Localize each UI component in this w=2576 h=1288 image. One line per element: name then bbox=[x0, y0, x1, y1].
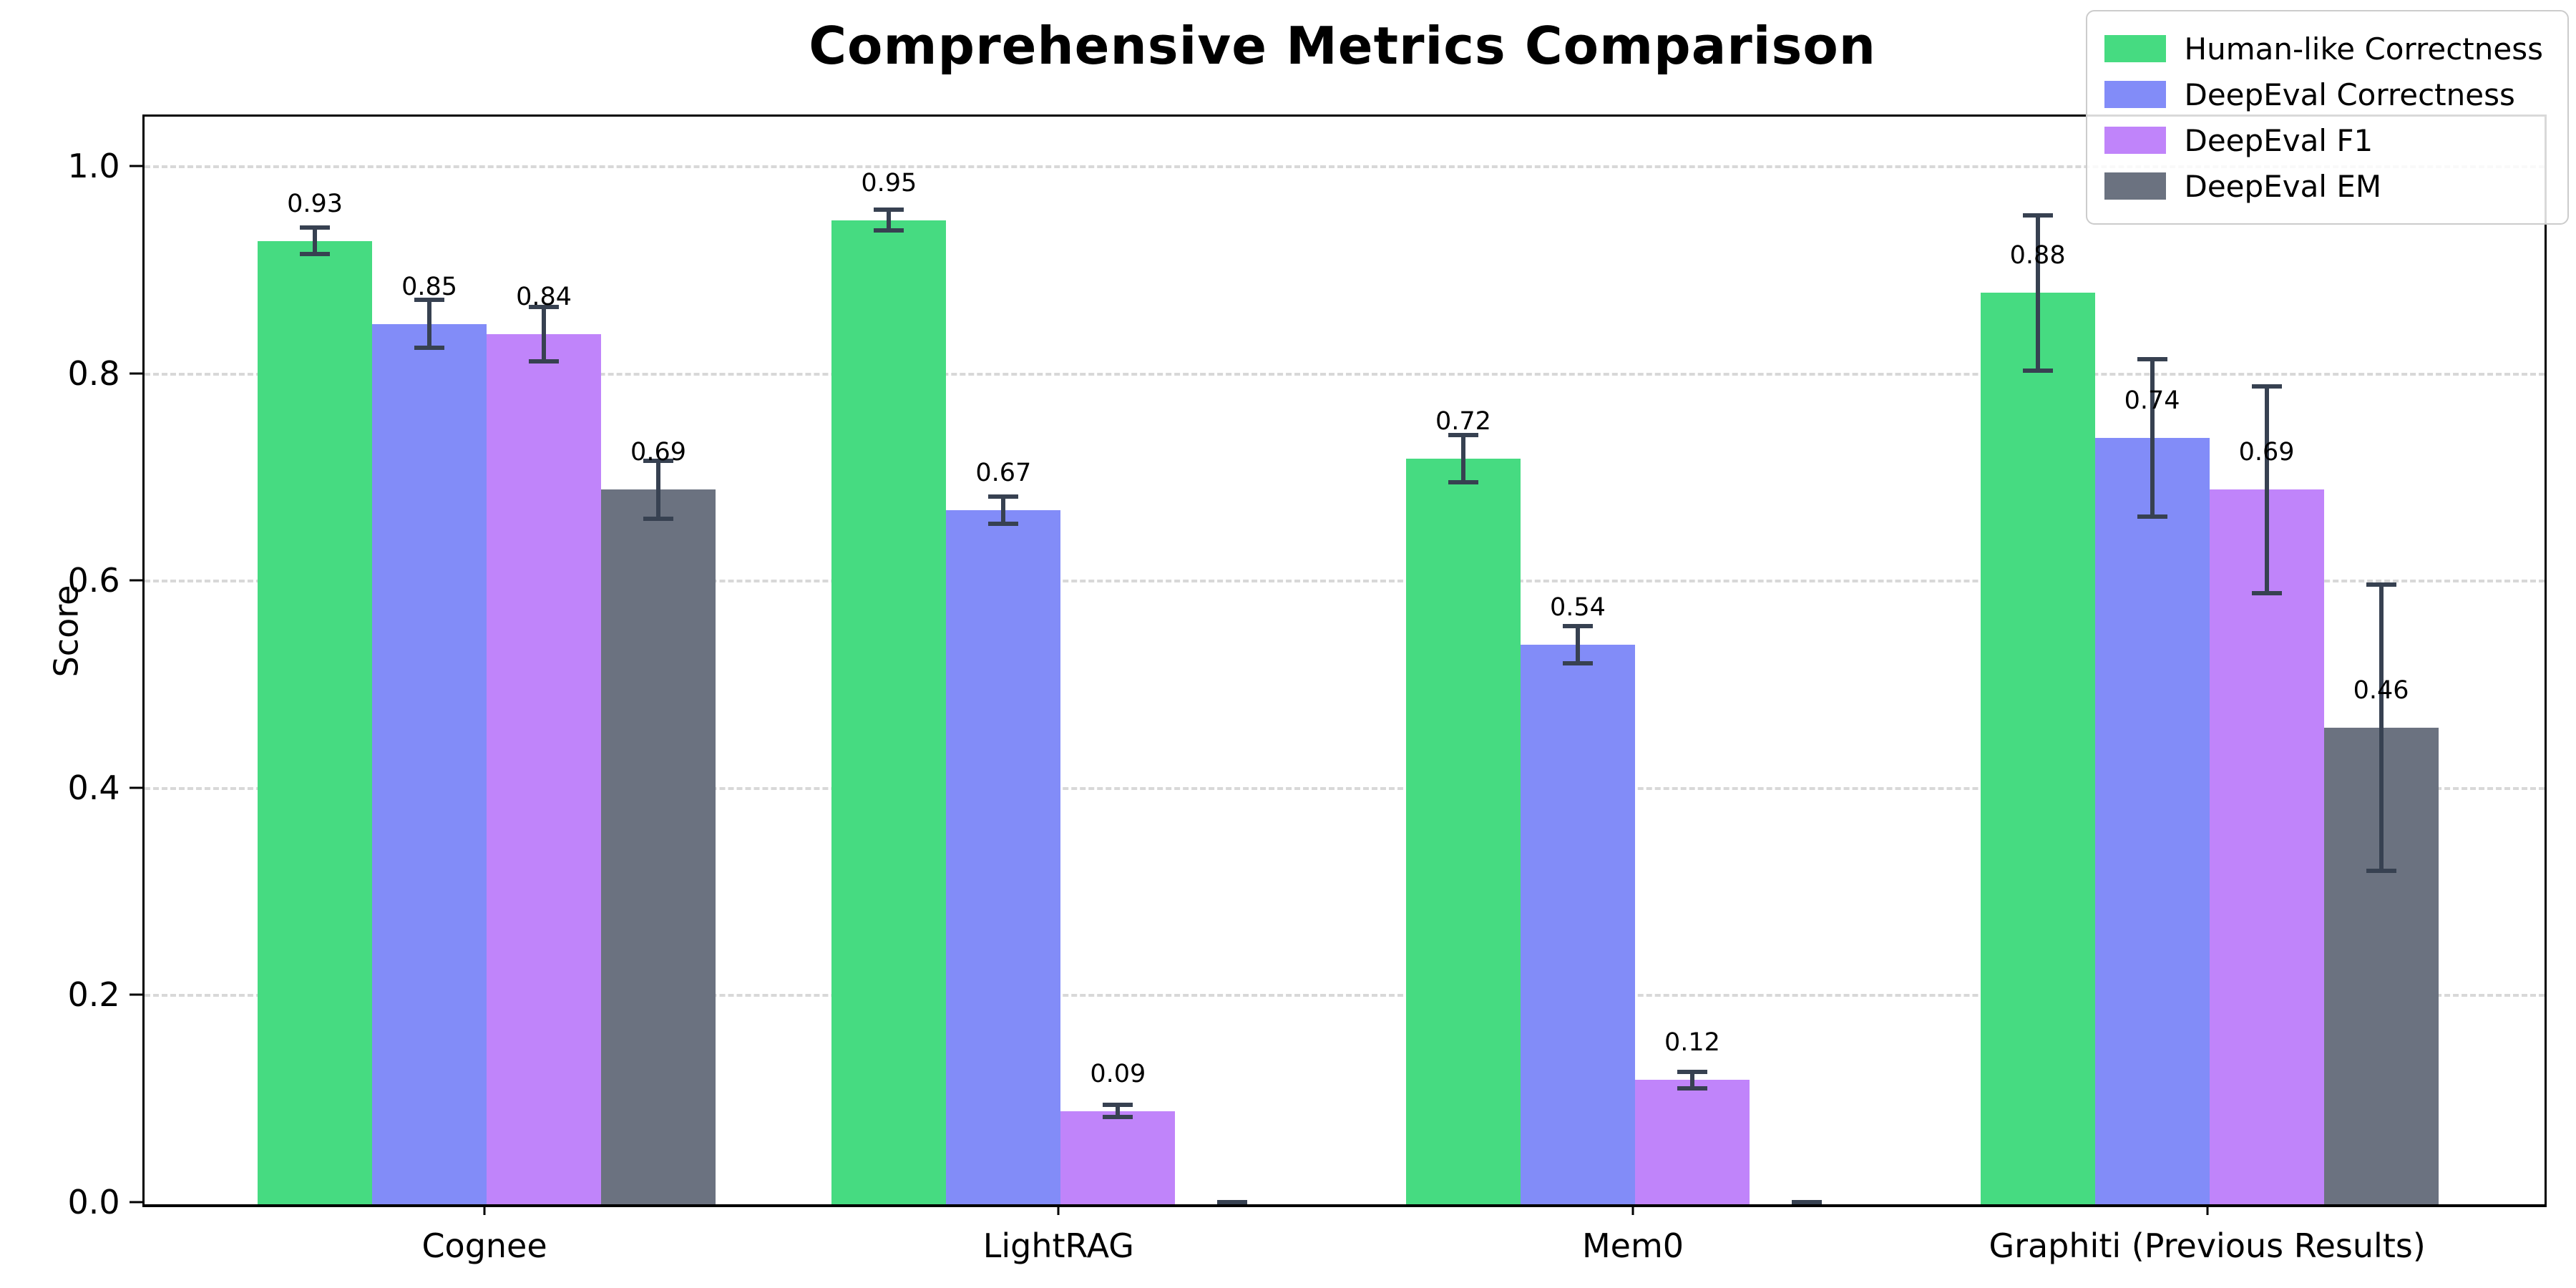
chart-title: Comprehensive Metrics Comparison bbox=[809, 16, 1877, 76]
bar bbox=[2209, 489, 2324, 1204]
value-label: 0.88 bbox=[2009, 241, 2066, 270]
error-bar bbox=[1448, 432, 1478, 484]
y-axis-tick bbox=[130, 1201, 143, 1204]
legend: Human-like Correctness DeepEval Correctne… bbox=[2085, 10, 2569, 225]
error-bar bbox=[1217, 1199, 1248, 1205]
gridline bbox=[145, 165, 2545, 169]
gridline bbox=[145, 786, 2545, 790]
error-bar bbox=[1677, 1069, 1707, 1091]
legend-label: Human-like Correctness bbox=[2184, 31, 2544, 67]
error-bar bbox=[643, 458, 674, 521]
legend-label: DeepEval Correctness bbox=[2184, 77, 2515, 112]
error-bar bbox=[874, 208, 904, 233]
y-tick-label: 0.2 bbox=[67, 975, 120, 1015]
value-label: 0.72 bbox=[1435, 406, 1491, 436]
error-bar bbox=[2366, 582, 2396, 873]
x-tick-label: Cognee bbox=[421, 1226, 547, 1265]
legend-item: DeepEval EM bbox=[2104, 163, 2544, 209]
bar bbox=[601, 489, 716, 1204]
gridline bbox=[145, 580, 2545, 583]
x-axis-tick bbox=[2206, 1201, 2209, 1215]
value-label: 0.95 bbox=[861, 168, 917, 197]
bar bbox=[1405, 458, 1521, 1204]
value-label: 0.46 bbox=[2353, 676, 2409, 706]
x-axis-tick bbox=[1631, 1201, 1634, 1215]
error-bar bbox=[529, 305, 560, 364]
legend-label: DeepEval EM bbox=[2184, 168, 2382, 204]
bar bbox=[1520, 645, 1635, 1204]
x-axis-tick bbox=[1057, 1201, 1060, 1215]
value-label: 0.69 bbox=[630, 438, 686, 467]
bar bbox=[831, 220, 947, 1204]
y-axis-tick bbox=[130, 579, 143, 582]
value-label: 0.74 bbox=[2124, 386, 2180, 415]
y-tick-label: 0.6 bbox=[67, 561, 120, 600]
bar bbox=[1634, 1080, 1750, 1204]
error-bar bbox=[414, 298, 445, 350]
legend-item: DeepEval F1 bbox=[2104, 117, 2544, 163]
bar bbox=[946, 510, 1061, 1204]
value-label: 0.09 bbox=[1090, 1059, 1146, 1088]
bar bbox=[1060, 1111, 1176, 1204]
value-label: 0.69 bbox=[2238, 438, 2295, 467]
bar bbox=[372, 323, 487, 1204]
legend-swatch bbox=[2104, 81, 2166, 108]
bar bbox=[1980, 293, 2095, 1204]
bar bbox=[258, 240, 373, 1204]
x-tick-label: Mem0 bbox=[1581, 1226, 1684, 1265]
y-axis-tick bbox=[130, 786, 143, 789]
y-tick-label: 1.0 bbox=[67, 147, 120, 186]
legend-label: DeepEval F1 bbox=[2184, 122, 2373, 158]
legend-swatch bbox=[2104, 127, 2166, 154]
value-label: 0.93 bbox=[287, 189, 343, 218]
x-tick-label: LightRAG bbox=[982, 1226, 1134, 1265]
gridline bbox=[145, 372, 2545, 376]
value-label: 0.54 bbox=[1550, 593, 1606, 623]
legend-swatch bbox=[2104, 172, 2166, 200]
bar bbox=[2094, 437, 2210, 1204]
plot-area: 0.93 0.95 0.72 0.88 0.85 0.67 0.54 0.74 0.84 0.09… bbox=[142, 114, 2547, 1207]
value-label: 0.12 bbox=[1664, 1028, 1720, 1058]
error-bar bbox=[988, 494, 1019, 526]
y-axis-tick bbox=[130, 993, 143, 996]
y-axis-tick bbox=[130, 372, 143, 375]
x-tick-label: Graphiti (Previous Results) bbox=[1989, 1226, 2426, 1265]
legend-item: Human-like Correctness bbox=[2104, 26, 2544, 72]
legend-item: DeepEval Correctness bbox=[2104, 72, 2544, 117]
error-bar bbox=[2251, 384, 2282, 595]
value-label: 0.67 bbox=[975, 459, 1032, 488]
x-axis-tick bbox=[483, 1201, 486, 1215]
error-bar bbox=[1791, 1199, 1822, 1205]
value-label: 0.84 bbox=[516, 283, 572, 312]
y-tick-label: 0.0 bbox=[67, 1182, 120, 1221]
error-bar bbox=[2022, 213, 2053, 373]
error-bar bbox=[1562, 624, 1593, 666]
y-tick-label: 0.8 bbox=[67, 353, 120, 393]
bar bbox=[487, 334, 602, 1204]
y-axis-tick bbox=[130, 165, 143, 167]
value-label: 0.85 bbox=[401, 272, 457, 301]
legend-swatch bbox=[2104, 35, 2166, 62]
gridline bbox=[145, 994, 2545, 997]
y-tick-label: 0.4 bbox=[67, 768, 120, 807]
error-bar bbox=[300, 225, 331, 257]
error-bar bbox=[1103, 1103, 1133, 1120]
error-bar bbox=[2137, 356, 2167, 519]
